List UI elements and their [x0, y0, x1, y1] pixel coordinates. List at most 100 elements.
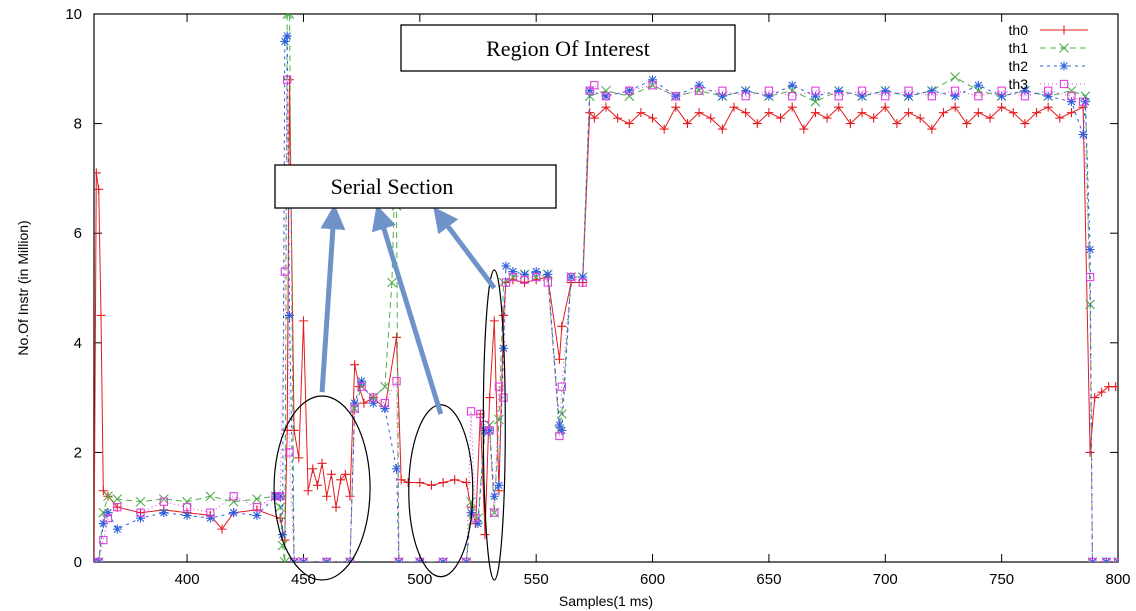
series-point — [717, 91, 727, 101]
series-point — [396, 475, 406, 485]
series-point — [741, 108, 751, 118]
series-point — [557, 425, 567, 435]
series-point — [764, 86, 774, 95]
series-point — [741, 92, 750, 101]
serial-section-ellipse — [408, 404, 474, 578]
series-point — [1020, 86, 1030, 96]
series-point — [394, 557, 404, 562]
series-point — [648, 81, 657, 90]
series-point — [280, 267, 289, 276]
series-point — [205, 491, 216, 502]
region-of-interest-label: Region Of Interest — [486, 36, 650, 61]
series-point — [103, 491, 113, 502]
series-point — [601, 91, 611, 101]
series-point — [345, 557, 355, 562]
series-point — [585, 86, 594, 95]
series-point — [98, 519, 108, 529]
series-point — [590, 81, 599, 90]
series-point — [271, 492, 280, 501]
series-point — [485, 393, 495, 403]
series-point — [904, 91, 914, 101]
series-point — [508, 272, 518, 282]
series-point — [284, 310, 294, 320]
callout-arrow — [371, 204, 444, 415]
series-point — [624, 86, 634, 96]
series-point — [508, 267, 518, 277]
series-point — [466, 407, 476, 416]
series-point — [103, 508, 113, 518]
series-point — [284, 14, 295, 19]
series-point — [357, 376, 367, 386]
series-point — [303, 486, 313, 496]
series-point — [927, 124, 937, 134]
series-point — [811, 86, 820, 95]
series-point — [280, 36, 290, 46]
legend: th0 th1 th2 th3 — [1009, 22, 1088, 92]
series-point — [228, 496, 239, 507]
series-point — [415, 478, 425, 488]
y-tick-label: 0 — [74, 554, 82, 571]
series-point — [962, 119, 972, 129]
series-point — [1008, 108, 1018, 118]
series-point — [555, 431, 564, 441]
series-point — [498, 277, 509, 288]
series-point — [98, 486, 108, 496]
x-tick-label: 550 — [524, 571, 549, 588]
series-point — [601, 102, 611, 112]
series-point — [520, 275, 529, 284]
series-point — [1066, 97, 1076, 107]
series-point — [543, 278, 552, 287]
series-point — [466, 508, 476, 518]
series-point — [308, 464, 318, 474]
series-point — [294, 453, 304, 463]
series-point — [915, 113, 925, 123]
series-point — [589, 113, 599, 123]
series-point — [1044, 86, 1053, 95]
series-point — [585, 86, 595, 96]
series-point — [557, 321, 567, 331]
series-point — [613, 113, 623, 123]
series-point — [359, 398, 369, 408]
series-point — [1059, 43, 1069, 53]
series-point — [380, 404, 390, 414]
series-point — [205, 513, 215, 523]
series-point — [489, 507, 500, 518]
series-point — [648, 113, 658, 123]
series-point — [752, 119, 762, 129]
series-point — [950, 102, 960, 112]
series-point — [554, 354, 564, 364]
series-point — [461, 478, 471, 488]
series-point — [489, 316, 499, 326]
series-point — [99, 535, 108, 545]
series-point — [501, 278, 511, 287]
series-point — [499, 393, 508, 402]
series-point — [557, 382, 566, 391]
series-point — [499, 310, 509, 320]
series-point — [462, 557, 471, 562]
series-point — [1066, 108, 1076, 118]
series-point — [350, 404, 359, 413]
series-point — [112, 494, 123, 504]
series-point — [1102, 557, 1111, 562]
axis-ticks: 400 450 500 550 600 650 700 750 800 0 2 4 6 8 10 — [65, 6, 1130, 588]
series-point — [494, 414, 504, 425]
series-point — [113, 503, 122, 512]
series-point — [285, 448, 294, 457]
x-tick-label: 600 — [640, 571, 665, 588]
series-point — [764, 91, 774, 101]
series-point — [494, 480, 504, 490]
series-point — [94, 557, 103, 562]
series-point — [426, 480, 436, 490]
series-layer — [94, 14, 1118, 562]
series-point — [369, 393, 378, 402]
annotations-layer: Region Of Interest Serial Section — [273, 24, 736, 581]
x-tick-label: 450 — [291, 571, 316, 588]
series-point — [904, 108, 914, 118]
series-point — [275, 502, 286, 513]
callout-arrow — [433, 206, 497, 290]
series-point — [289, 557, 299, 562]
series-point — [345, 491, 355, 501]
series-point — [881, 92, 890, 101]
series-point — [1080, 97, 1090, 107]
series-point — [857, 91, 867, 101]
